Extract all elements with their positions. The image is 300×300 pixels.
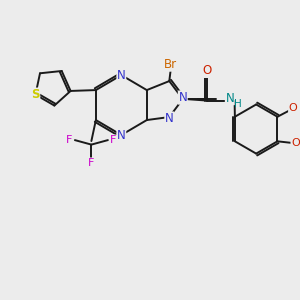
Text: O: O bbox=[291, 138, 300, 148]
Text: Br: Br bbox=[164, 58, 177, 71]
Text: N: N bbox=[117, 69, 126, 82]
Text: F: F bbox=[110, 135, 116, 145]
Text: S: S bbox=[31, 88, 40, 101]
Text: N: N bbox=[178, 91, 187, 104]
Text: N: N bbox=[117, 128, 126, 142]
Text: O: O bbox=[203, 64, 212, 77]
Text: N: N bbox=[165, 112, 174, 125]
Text: H: H bbox=[234, 99, 242, 109]
Text: O: O bbox=[289, 103, 297, 113]
Text: F: F bbox=[66, 135, 73, 145]
Text: N: N bbox=[225, 92, 234, 105]
Text: F: F bbox=[88, 158, 94, 168]
